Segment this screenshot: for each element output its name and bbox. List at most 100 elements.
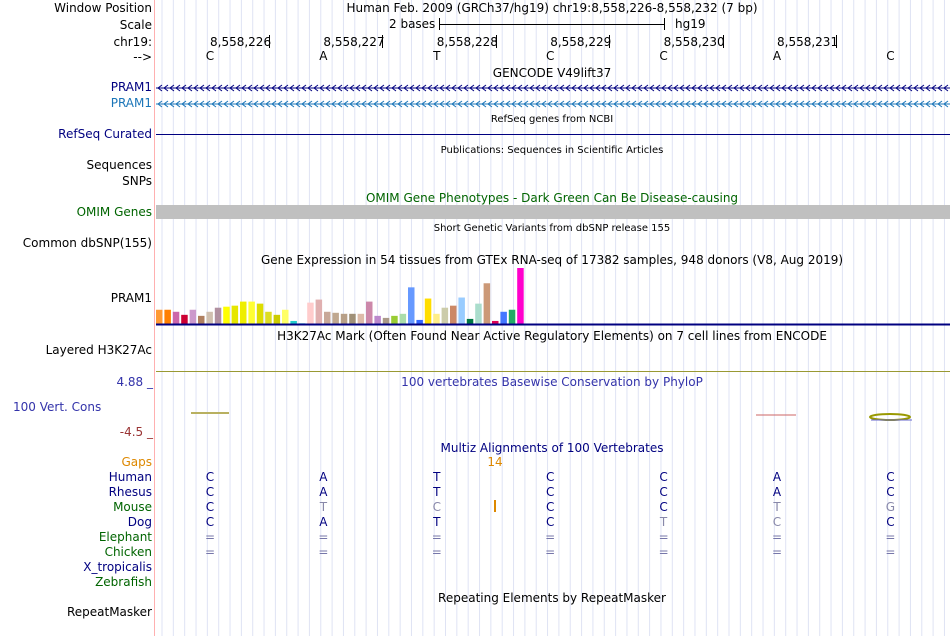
gaps-label[interactable]: Gaps [121, 455, 152, 469]
strand-chevron [763, 100, 769, 108]
strand-chevron [475, 100, 481, 108]
strand-chevron [553, 100, 559, 108]
strand-chevron [193, 84, 199, 92]
strand-chevron [715, 84, 721, 92]
gtex-tissue-bar [424, 298, 432, 324]
strand-chevron [415, 100, 421, 108]
species-label-elephant[interactable]: Elephant [98, 530, 152, 544]
strand-chevron [175, 100, 181, 108]
strand-chevron [547, 100, 553, 108]
gtex-tissue-bar [256, 303, 264, 324]
h3k27ac-label[interactable]: Layered H3K27Ac [45, 343, 152, 357]
strand-chevron [559, 84, 565, 92]
refseq-label[interactable]: RefSeq Curated [58, 127, 152, 141]
omim-feature-bar[interactable] [156, 205, 950, 219]
aligned-base: = [885, 530, 896, 544]
gencode-gene-label-2[interactable]: PRAM1 [110, 96, 152, 110]
species-label-x-tropicalis[interactable]: X_tropicalis [83, 560, 152, 574]
strand-chevron [229, 84, 235, 92]
strand-chevron [265, 84, 271, 92]
omim-label[interactable]: OMIM Genes [76, 205, 152, 219]
strand-chevron [937, 84, 943, 92]
species-label-human[interactable]: Human [108, 470, 152, 484]
species-label-rhesus[interactable]: Rhesus [108, 485, 152, 499]
strand-chevron [751, 100, 757, 108]
strand-chevron [331, 100, 337, 108]
aligned-base: C [432, 500, 441, 514]
strand-chevron [379, 100, 385, 108]
repeat-label[interactable]: RepeatMasker [66, 605, 152, 619]
scale-assembly: hg19 [675, 17, 706, 31]
strand-chevron [163, 100, 169, 108]
gtex-tissue-bar [382, 317, 390, 324]
strand-chevron [487, 100, 493, 108]
strand-chevron [205, 84, 211, 92]
gtex-tissue-bar [500, 311, 507, 324]
reference-base: C [205, 49, 215, 63]
gtex-tissue-bar [231, 305, 239, 324]
strand-chevron [169, 84, 175, 92]
ruler-position: 8,558,227 [323, 35, 385, 49]
strand-chevron [415, 84, 421, 92]
strand-chevron [775, 100, 781, 108]
species-label-dog[interactable]: Dog [127, 515, 152, 529]
strand-chevron [925, 84, 931, 92]
snps-label[interactable]: SNPs [122, 174, 152, 188]
strand-chevron [607, 84, 613, 92]
gtex-tissue-bar [441, 307, 449, 324]
gtex-tissue-bar [214, 307, 222, 324]
strand-chevron [637, 84, 643, 92]
strand-chevron [745, 100, 751, 108]
aligned-base: C [205, 515, 215, 529]
strand-chevron [475, 84, 481, 92]
strand-chevron [679, 84, 685, 92]
refseq-gene-line[interactable] [156, 134, 950, 135]
strand-chevron [781, 84, 787, 92]
strand-chevron [529, 100, 535, 108]
aligned-base: C [545, 515, 555, 529]
strand-chevron [733, 84, 739, 92]
gencode-gene-feature-2[interactable] [156, 98, 950, 110]
strand-chevron [715, 100, 721, 108]
aligned-base: = [204, 530, 216, 544]
cons-max-label: 4.88 _ [116, 375, 153, 389]
aligned-base: C [659, 470, 668, 484]
cons-label[interactable]: 100 Vert. Cons [13, 400, 102, 414]
aligned-base: C [545, 470, 555, 484]
dbsnp-label[interactable]: Common dbSNP(155) [22, 236, 152, 250]
strand-chevron [661, 100, 667, 108]
species-label-mouse[interactable]: Mouse [113, 500, 152, 514]
strand-chevron [553, 84, 559, 92]
strand-chevron [205, 100, 211, 108]
window-position-value[interactable]: Human Feb. 2009 (GRCh37/hg19) chr19:8,55… [346, 1, 758, 15]
strand-chevron [457, 84, 463, 92]
sequences-label[interactable]: Sequences [86, 158, 152, 172]
species-label-zebrafish[interactable]: Zebrafish [95, 575, 152, 589]
strand-chevron [739, 84, 745, 92]
strand-chevron [499, 100, 505, 108]
strand-chevron [907, 84, 913, 92]
strand-chevron [577, 100, 583, 108]
strand-chevron [649, 100, 655, 108]
gtex-tissue-bar [374, 315, 381, 324]
strand-chevron [301, 84, 307, 92]
gencode-gene-label-1[interactable]: PRAM1 [110, 80, 152, 94]
strand-chevron [187, 84, 193, 92]
strand-chevron [247, 84, 253, 92]
gtex-expression-chart[interactable] [156, 266, 950, 326]
strand-chevron [175, 84, 181, 92]
strand-chevron [541, 84, 547, 92]
strand-chevron [721, 100, 727, 108]
strand-chevron [937, 100, 943, 108]
strand-chevron [943, 84, 949, 92]
strand-chevron [643, 84, 649, 92]
strand-chevron [319, 84, 325, 92]
aligned-base: = [658, 545, 669, 559]
gtex-gene-label[interactable]: PRAM1 [110, 291, 152, 305]
strand-chevron [895, 84, 901, 92]
strand-chevron [733, 100, 739, 108]
gencode-gene-feature-1[interactable] [156, 82, 950, 94]
ruler-position: 8,558,231 [777, 35, 839, 49]
aligned-base: = [204, 545, 216, 559]
species-label-chicken[interactable]: Chicken [104, 545, 152, 559]
